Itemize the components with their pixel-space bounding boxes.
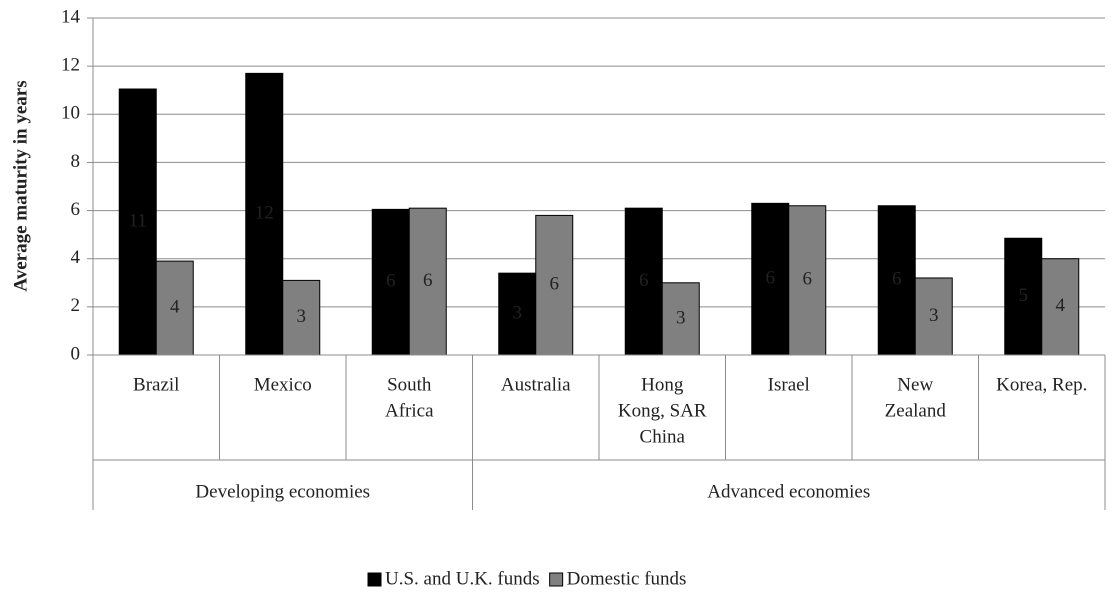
value-label: 4: [1056, 295, 1066, 316]
group-label: Developing economies: [195, 481, 370, 502]
x-tick-label: Korea, Rep.: [996, 374, 1087, 395]
group-label: Advanced economies: [707, 481, 870, 502]
y-tick-label: 0: [71, 343, 81, 364]
y-tick-label: 4: [71, 247, 81, 268]
bar: [877, 205, 916, 356]
x-tick-label: Kong, SAR: [618, 400, 707, 421]
x-tick-label: Zealand: [885, 400, 947, 421]
y-tick-label: 2: [71, 295, 81, 316]
legend-swatch: [549, 572, 564, 587]
x-tick-label: Israel: [768, 374, 810, 395]
value-label: 6: [892, 269, 902, 290]
y-axis-label: Average maturity in years: [10, 80, 31, 291]
value-label: 6: [803, 269, 813, 290]
bar: [624, 207, 663, 356]
x-tick-label: China: [640, 426, 686, 447]
x-tick-label: New: [897, 374, 933, 395]
y-tick-label: 12: [61, 55, 80, 76]
y-tick-label: 10: [61, 103, 80, 124]
x-tick-label: Brazil: [133, 374, 179, 395]
bar: [1041, 258, 1080, 356]
value-label: 6: [766, 268, 776, 289]
value-label: 5: [1019, 285, 1029, 306]
x-tick-label: Africa: [385, 400, 434, 421]
bar: [788, 205, 827, 356]
value-label: 11: [129, 210, 147, 231]
value-label: 6: [639, 270, 649, 291]
legend-swatch: [367, 572, 382, 587]
bar: [282, 279, 321, 356]
bar: [118, 88, 157, 356]
value-label: 6: [550, 274, 560, 295]
value-label: 4: [170, 296, 180, 317]
x-tick-label: Hong: [641, 374, 684, 395]
bar: [751, 202, 790, 356]
value-label: 3: [676, 307, 686, 328]
x-tick-label: Australia: [501, 374, 571, 395]
bar: [1004, 237, 1043, 356]
x-tick-label: Mexico: [254, 374, 312, 395]
bar: [535, 214, 574, 356]
value-label: 6: [386, 271, 396, 292]
value-label: 6: [423, 270, 433, 291]
value-label: 3: [513, 302, 523, 323]
value-label: 12: [255, 203, 274, 224]
bar: [914, 277, 953, 356]
bar: [661, 282, 700, 356]
legend-label: Domestic funds: [567, 568, 687, 589]
value-label: 3: [297, 306, 307, 327]
y-tick-label: 14: [61, 6, 81, 27]
legend-label: U.S. and U.K. funds: [385, 568, 540, 589]
bar: [155, 260, 194, 356]
y-tick-label: 8: [71, 151, 81, 172]
value-label: 3: [929, 305, 939, 326]
y-tick-label: 6: [71, 199, 81, 220]
bar: [245, 72, 284, 356]
x-tick-label: South: [387, 374, 432, 395]
